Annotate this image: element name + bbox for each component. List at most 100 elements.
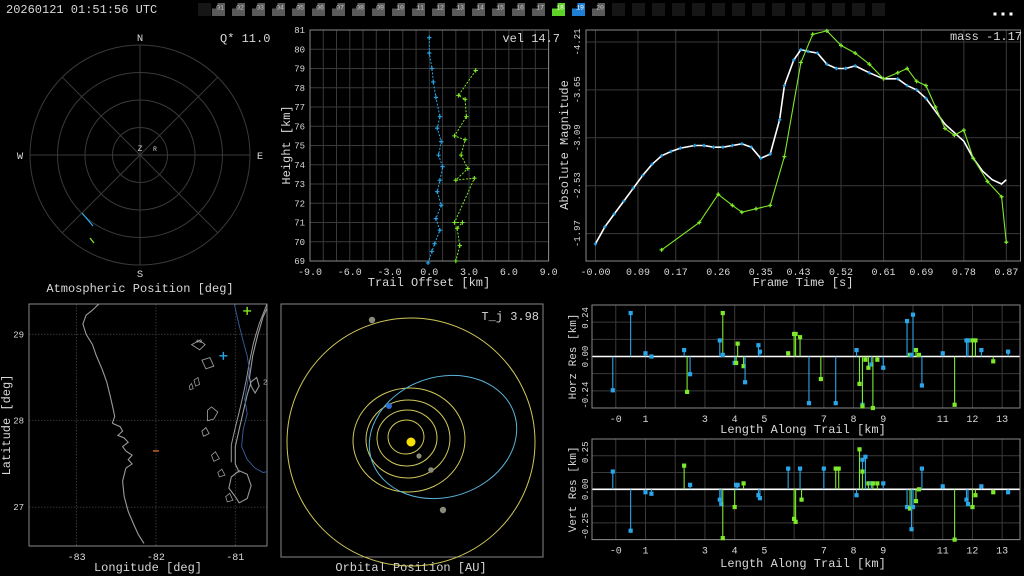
svg-text:N: N [137,33,143,45]
svg-text:75: 75 [294,142,305,152]
svg-text:Vert Res [km]: Vert Res [km] [568,446,580,532]
svg-text:-2.53: -2.53 [573,172,583,199]
svg-text:4: 4 [732,547,738,558]
svg-text:-1.97: -1.97 [573,220,583,247]
svg-text:11: 11 [937,547,949,558]
svg-text:69: 69 [294,257,305,267]
svg-text:0.69: 0.69 [909,268,933,279]
svg-text:29: 29 [13,330,24,340]
svg-text:76: 76 [294,122,305,132]
svg-text:11: 11 [416,5,424,12]
svg-text:-0.25: -0.25 [581,513,591,540]
svg-text:0.00: 0.00 [581,346,591,368]
svg-text:9.0: 9.0 [540,268,558,279]
svg-text:Length Along Trail [km]: Length Along Trail [km] [720,423,886,437]
svg-text:Trail Offset [km]: Trail Offset [km] [368,276,490,290]
svg-text:-3.09: -3.09 [573,124,583,151]
svg-text:12: 12 [966,547,978,558]
svg-text:Horz Res [km]: Horz Res [km] [568,314,580,400]
svg-text:79: 79 [294,65,305,75]
svg-text:8: 8 [851,547,857,558]
svg-text:-83: -83 [68,553,86,564]
svg-text:71: 71 [294,219,305,229]
svg-text:16: 16 [516,5,524,12]
svg-text:Orbital Position [AU]: Orbital Position [AU] [335,561,486,575]
svg-text:14: 14 [476,5,484,12]
svg-text:-6.0: -6.0 [338,268,362,279]
svg-text:0.09: 0.09 [626,268,650,279]
svg-text:70: 70 [294,238,305,248]
svg-text:20: 20 [596,5,604,12]
svg-text:12: 12 [966,415,978,426]
svg-text:mass -1.17: mass -1.17 [950,30,1022,44]
svg-text:01: 01 [216,5,224,12]
svg-text:49: 49 [196,338,203,345]
svg-text:27: 27 [13,503,24,513]
svg-text:73: 73 [294,180,305,190]
svg-text:13: 13 [996,415,1008,426]
svg-text:02: 02 [236,5,244,12]
svg-text:-0: -0 [610,547,622,558]
svg-text:-0.24: -0.24 [581,382,591,409]
svg-text:vel 14.7: vel 14.7 [502,32,560,46]
svg-text:Absolute Magnitude: Absolute Magnitude [558,80,572,210]
svg-text:Q* 11.0: Q* 11.0 [220,32,270,46]
svg-text:0.87: 0.87 [994,268,1018,279]
svg-text:07: 07 [336,5,344,12]
svg-text:81: 81 [294,26,305,36]
svg-text:0.00: 0.00 [581,478,591,500]
svg-text:3: 3 [702,547,708,558]
svg-text:5: 5 [761,547,767,558]
svg-text:15: 15 [496,5,504,12]
svg-text:9: 9 [880,547,886,558]
svg-text:E: E [257,151,263,163]
svg-text:Frame Time [s]: Frame Time [s] [753,276,854,290]
svg-text:R: R [153,146,157,153]
svg-text:1: 1 [642,547,648,558]
svg-text:0.26: 0.26 [706,268,730,279]
svg-text:11: 11 [937,415,949,426]
svg-text:S: S [137,269,143,281]
svg-text:13: 13 [456,5,464,12]
svg-text:05: 05 [296,5,304,12]
svg-text:78: 78 [294,84,305,94]
svg-text:06: 06 [316,5,324,12]
svg-text:1: 1 [642,415,648,426]
svg-text:72: 72 [294,199,305,209]
svg-text:08: 08 [356,5,364,12]
svg-text:19: 19 [576,5,584,12]
svg-text:Z: Z [138,145,143,154]
svg-text:-81: -81 [226,553,244,564]
svg-text:-0: -0 [610,415,622,426]
svg-text:12: 12 [436,5,444,12]
svg-text:7: 7 [821,547,827,558]
svg-text:Height [km]: Height [km] [280,105,294,184]
svg-text:09: 09 [376,5,384,12]
svg-text:74: 74 [294,161,305,171]
svg-text:10: 10 [396,5,404,12]
svg-text:04: 04 [276,5,284,12]
svg-text:28: 28 [13,417,24,427]
svg-text:Length Along Trail [km]: Length Along Trail [km] [720,557,886,571]
svg-text:Latitude [deg]: Latitude [deg] [0,375,14,476]
svg-text:0.24: 0.24 [581,307,591,329]
svg-text:6.0: 6.0 [500,268,518,279]
svg-text:13: 13 [996,547,1008,558]
svg-text:77: 77 [294,103,305,113]
svg-text:3: 3 [702,415,708,426]
svg-text:0.78: 0.78 [952,268,976,279]
svg-text:0.17: 0.17 [664,268,688,279]
svg-text:T_j 3.98: T_j 3.98 [481,310,539,324]
svg-text:-9.0: -9.0 [298,268,322,279]
svg-text:18: 18 [556,5,564,12]
svg-text:-3.65: -3.65 [573,76,583,103]
svg-text:W: W [17,151,24,163]
svg-text:0.61: 0.61 [872,268,896,279]
svg-text:80: 80 [294,45,305,55]
svg-text:03: 03 [256,5,264,12]
svg-text:-0.00: -0.00 [580,268,610,279]
svg-text:Longitude [deg]: Longitude [deg] [94,561,202,575]
svg-text:0.25: 0.25 [581,442,591,464]
svg-text:17: 17 [536,5,544,12]
svg-text:-4.21: -4.21 [573,28,583,55]
